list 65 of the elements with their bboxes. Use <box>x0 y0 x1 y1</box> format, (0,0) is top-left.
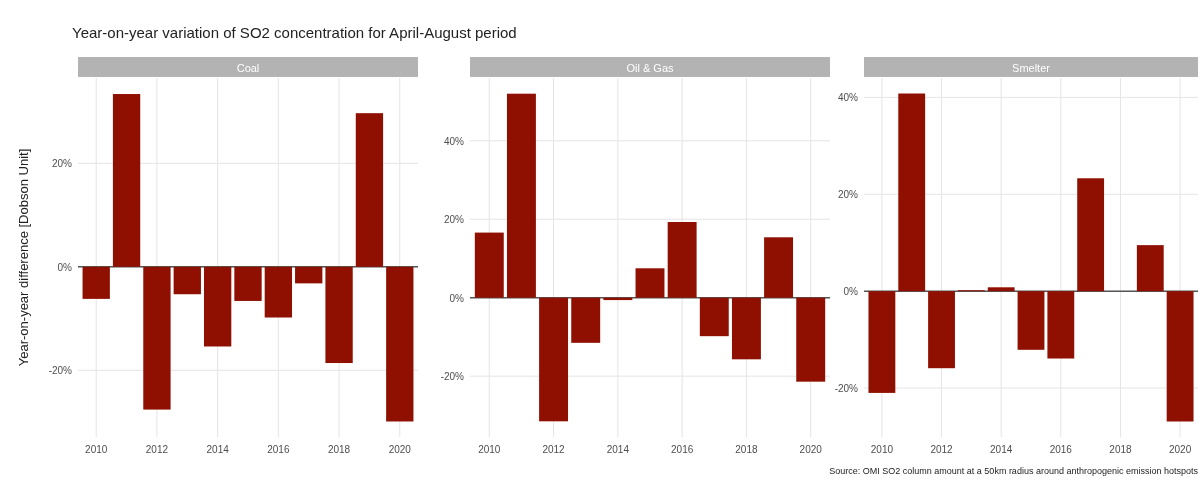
bar <box>539 297 569 422</box>
x-tick-label: 2016 <box>671 444 694 455</box>
chart-subtitle: Coal <box>236 61 260 74</box>
bar <box>731 297 761 360</box>
x-tick-label: 2020 <box>388 444 412 455</box>
y-tick-label: -20% <box>440 371 465 383</box>
bar <box>987 287 1015 292</box>
bar <box>143 266 171 410</box>
source-note: Source: OMI SO2 column amount at a 50km radius around anthropogenic emission hotspots <box>829 466 1199 476</box>
bar <box>474 232 504 298</box>
y-tick-label: -20% <box>834 383 859 395</box>
bar <box>699 297 729 337</box>
bar <box>506 93 536 298</box>
y-tick-label: 0% <box>57 261 73 273</box>
y-tick-label: 0% <box>843 286 859 298</box>
bar <box>571 297 601 343</box>
bar <box>1017 291 1045 350</box>
bar <box>796 297 826 382</box>
bar <box>635 268 665 298</box>
y-tick-label: 40% <box>443 135 465 147</box>
bar <box>173 266 201 295</box>
x-tick-label: 2010 <box>478 444 501 455</box>
bar <box>203 266 232 347</box>
chart-title: Year-on-year variation of SO2 concentration for April-August period <box>72 24 517 41</box>
bar <box>112 94 141 267</box>
x-tick-label: 2010 <box>870 444 894 455</box>
x-tick-label: 2016 <box>267 444 290 455</box>
bar <box>264 266 293 318</box>
y-tick-label: 0% <box>449 292 465 304</box>
bar <box>355 113 384 267</box>
bar <box>1136 245 1164 292</box>
x-tick-label: 2014 <box>206 444 230 455</box>
bar <box>1077 178 1105 292</box>
bar <box>898 93 926 292</box>
x-tick-label: 2014 <box>606 444 630 455</box>
x-tick-label: 2010 <box>85 444 108 455</box>
y-tick-label: 20% <box>837 189 859 201</box>
chart-subtitle: Smelter <box>1012 61 1051 74</box>
bar <box>386 266 414 422</box>
x-tick-label: 2018 <box>735 444 758 455</box>
bar <box>1166 291 1194 422</box>
bar <box>1047 291 1075 359</box>
bar <box>868 291 896 393</box>
bar <box>928 291 955 369</box>
y-axis-title: Year-on-year difference [Dobson Unit] <box>16 148 31 367</box>
bar <box>295 266 323 284</box>
x-tick-label: 2016 <box>1049 444 1073 455</box>
x-tick-label: 2012 <box>542 444 566 455</box>
bar <box>234 266 262 301</box>
x-tick-label: 2018 <box>1109 444 1133 455</box>
bar <box>325 266 353 364</box>
x-tick-label: 2014 <box>990 444 1013 455</box>
x-tick-label: 2020 <box>1168 444 1192 455</box>
x-tick-label: 2012 <box>145 444 169 455</box>
y-tick-label: 20% <box>443 214 465 226</box>
bar <box>667 221 697 298</box>
bar <box>764 237 794 298</box>
x-tick-label: 2012 <box>930 444 954 455</box>
x-tick-label: 2018 <box>327 444 351 455</box>
y-tick-label: 40% <box>837 92 859 104</box>
x-tick-label: 2020 <box>799 444 823 455</box>
y-tick-label: -20% <box>48 365 73 377</box>
chart-subtitle: Oil & Gas <box>626 61 675 74</box>
y-tick-label: 20% <box>51 158 73 170</box>
bar <box>82 266 110 299</box>
